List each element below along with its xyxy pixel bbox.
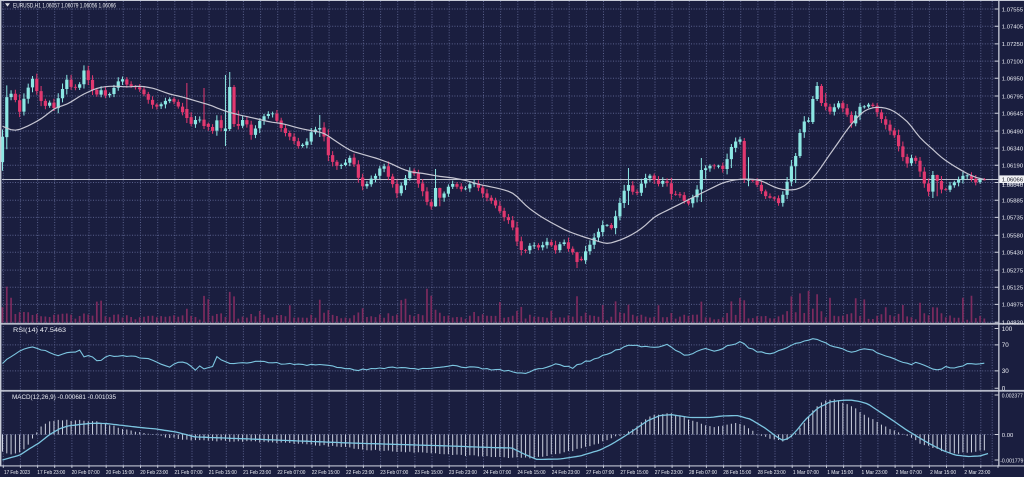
svg-text:30: 30 <box>1002 368 1010 375</box>
svg-text:17 Feb 23:00: 17 Feb 23:00 <box>37 470 66 476</box>
svg-text:MACD(12,26,9) -0.000681 -0.001: MACD(12,26,9) -0.000681 -0.001035 <box>12 394 117 401</box>
svg-text:-0.001779: -0.001779 <box>1000 458 1023 464</box>
svg-text:1.07405: 1.07405 <box>1002 25 1024 31</box>
svg-text:1.06040: 1.06040 <box>1002 181 1024 187</box>
svg-text:20 Feb 23:00: 20 Feb 23:00 <box>140 470 169 476</box>
svg-text:28 Feb 15:00: 28 Feb 15:00 <box>723 470 752 476</box>
svg-text:1 Mar 15:00: 1 Mar 15:00 <box>827 470 854 476</box>
svg-text:21 Feb 15:00: 21 Feb 15:00 <box>209 470 238 476</box>
svg-text:0.002377: 0.002377 <box>1002 393 1023 399</box>
svg-text:20 Feb 07:00: 20 Feb 07:00 <box>72 470 101 476</box>
svg-text:1.07100: 1.07100 <box>1002 59 1024 65</box>
svg-text:28 Feb 07:00: 28 Feb 07:00 <box>689 470 718 476</box>
svg-text:1.05430: 1.05430 <box>1002 251 1024 257</box>
svg-text:1.05580: 1.05580 <box>1002 234 1024 240</box>
svg-text:1.06066: 1.06066 <box>1002 178 1024 184</box>
svg-text:1.06340: 1.06340 <box>1002 146 1024 152</box>
svg-text:100: 100 <box>1002 326 1013 333</box>
svg-text:20 Feb 15:00: 20 Feb 15:00 <box>106 470 135 476</box>
svg-text:70: 70 <box>1002 342 1010 349</box>
svg-text:1.06645: 1.06645 <box>1002 112 1024 118</box>
svg-text:RSI(14) 47.5463: RSI(14) 47.5463 <box>13 327 67 334</box>
svg-text:21 Feb 07:00: 21 Feb 07:00 <box>175 470 204 476</box>
svg-text:EURUSD,H1 1.06057 1.06079 1.0: EURUSD,H1 1.06057 1.06079 1.06056 1.0606… <box>13 3 116 10</box>
svg-text:1.04820: 1.04820 <box>1002 321 1024 327</box>
svg-text:1.06490: 1.06490 <box>1002 129 1024 135</box>
svg-text:1.06040: 1.06040 <box>1002 183 1024 189</box>
svg-text:1 Mar 23:00: 1 Mar 23:00 <box>862 470 889 476</box>
svg-text:1.05275: 1.05275 <box>1002 268 1024 274</box>
svg-text:2 Mar 15:00: 2 Mar 15:00 <box>930 470 957 476</box>
svg-text:23 Feb 15:00: 23 Feb 15:00 <box>415 470 444 476</box>
svg-text:17 Feb 2023: 17 Feb 2023 <box>4 470 31 476</box>
svg-text:27 Feb 15:00: 27 Feb 15:00 <box>620 470 649 476</box>
svg-text:1.05735: 1.05735 <box>1002 216 1024 222</box>
svg-text:1.04975: 1.04975 <box>1002 303 1024 309</box>
svg-text:0.00: 0.00 <box>1002 433 1014 439</box>
svg-text:2 Mar 07:00: 2 Mar 07:00 <box>896 470 923 476</box>
svg-text:28 Feb 23:00: 28 Feb 23:00 <box>758 470 787 476</box>
svg-text:27 Feb 07:00: 27 Feb 07:00 <box>586 470 615 476</box>
svg-text:1.06795: 1.06795 <box>1002 94 1024 100</box>
svg-text:1.07555: 1.07555 <box>1002 7 1024 13</box>
svg-text:24 Feb 07:00: 24 Feb 07:00 <box>483 470 512 476</box>
svg-text:22 Feb 23:00: 22 Feb 23:00 <box>346 470 375 476</box>
svg-text:0: 0 <box>1002 386 1006 393</box>
svg-text:1.07250: 1.07250 <box>1002 42 1024 48</box>
svg-text:24 Feb 23:00: 24 Feb 23:00 <box>552 470 581 476</box>
svg-text:21 Feb 23:00: 21 Feb 23:00 <box>243 470 272 476</box>
svg-text:1.05885: 1.05885 <box>1002 199 1024 205</box>
svg-text:27 Feb 23:00: 27 Feb 23:00 <box>655 470 684 476</box>
svg-text:2 Mar 23:00: 2 Mar 23:00 <box>964 470 991 476</box>
svg-text:1.06950: 1.06950 <box>1002 77 1024 83</box>
svg-text:23 Feb 23:00: 23 Feb 23:00 <box>449 470 478 476</box>
svg-text:1.05125: 1.05125 <box>1002 286 1024 292</box>
svg-text:1 Mar 07:00: 1 Mar 07:00 <box>793 470 820 476</box>
svg-text:1.06190: 1.06190 <box>1002 164 1024 170</box>
svg-text:23 Feb 07:00: 23 Feb 07:00 <box>380 470 409 476</box>
svg-text:24 Feb 15:00: 24 Feb 15:00 <box>518 470 547 476</box>
svg-text:22 Feb 15:00: 22 Feb 15:00 <box>312 470 341 476</box>
svg-text:22 Feb 07:00: 22 Feb 07:00 <box>277 470 306 476</box>
